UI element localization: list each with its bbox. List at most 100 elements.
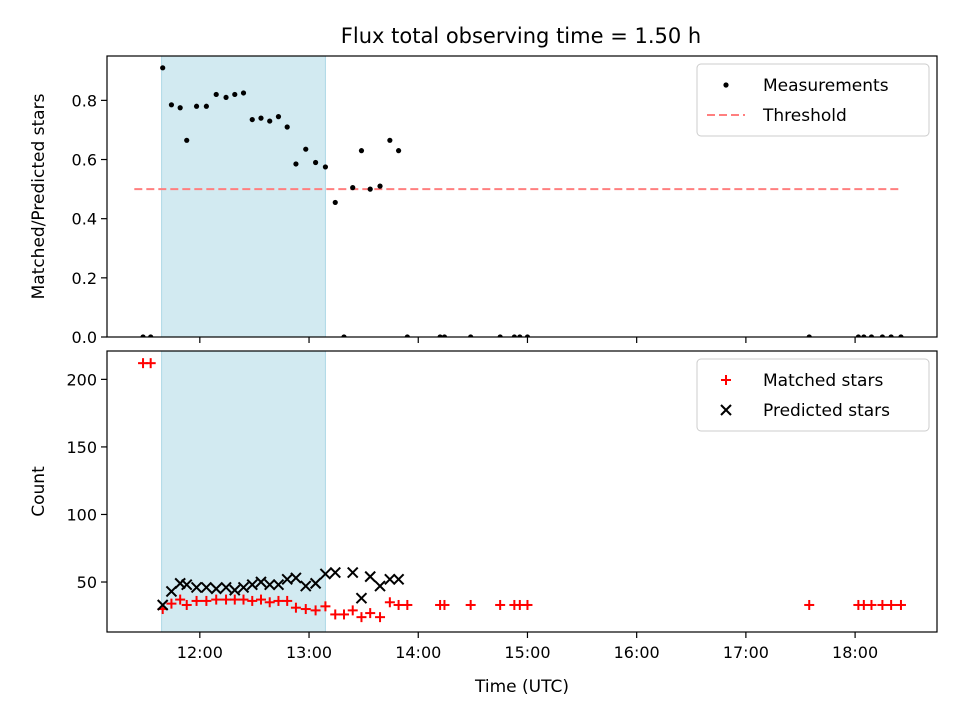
measurement-point <box>806 334 812 337</box>
predicted-star-d2 <box>384 573 396 586</box>
matched-star-point <box>211 594 222 605</box>
measurement-point <box>258 115 264 121</box>
predicted-star-point <box>210 583 222 595</box>
legend-label: Predicted stars <box>763 401 890 421</box>
y-tick-label: 200 <box>66 370 97 389</box>
measurement-point <box>193 103 200 109</box>
shaded-observing-span <box>161 56 326 337</box>
matched-star-point <box>238 594 249 605</box>
measurement-point <box>284 124 290 130</box>
y-tick-label: 150 <box>66 438 97 457</box>
axes-frame <box>106 350 938 633</box>
predicted-star-point <box>392 573 405 586</box>
measurement-point <box>497 334 503 337</box>
matched-star-point <box>175 594 186 605</box>
predicted-star-point <box>200 581 213 594</box>
x-tick-label: 13:00 <box>286 643 332 662</box>
matched-star-point <box>229 594 240 605</box>
predicted-star-d2 <box>319 568 332 580</box>
figure-title: Flux total observing time = 1.50 h <box>341 24 701 48</box>
predicted-star-point <box>281 573 293 586</box>
matched-star-point <box>201 595 212 606</box>
measurement-point <box>468 334 474 337</box>
legend-label: Matched stars <box>763 371 883 391</box>
matched-star-point <box>347 605 358 616</box>
predicted-star-point <box>229 584 241 596</box>
y-tick-label: 50 <box>77 573 97 592</box>
predicted-star-d2 <box>237 581 250 594</box>
measurement-point <box>275 114 282 120</box>
legend-box <box>696 358 930 432</box>
y-tick-label: 100 <box>66 505 97 524</box>
legend: Measurements Threshold <box>696 63 930 137</box>
measurement-point <box>232 91 238 98</box>
predicted-star-d2 <box>264 579 276 591</box>
matched-star-point <box>255 594 266 605</box>
measurement-point <box>184 137 190 143</box>
measurement-point <box>312 159 319 166</box>
predicted-star-d2 <box>364 570 376 583</box>
matched-star-point <box>866 599 877 610</box>
measurement-point <box>879 334 885 337</box>
matched-star-point <box>356 612 367 623</box>
predicted-star-d2 <box>392 573 405 586</box>
measurement-point <box>898 334 904 337</box>
x-tick-label: 17:00 <box>723 643 769 662</box>
predicted-star-point <box>364 570 376 583</box>
plot-area <box>138 351 906 632</box>
bottom-panel: 50 100 150 200 12:00 13:00 14:00 15:00 16:00 17:0… <box>29 350 938 697</box>
measurement-point <box>358 148 365 154</box>
predicted-star-point <box>220 581 232 594</box>
predicted-star-d2 <box>281 573 293 586</box>
predicted-star-d2 <box>290 572 302 584</box>
measurement-point <box>868 334 875 337</box>
predicted-star-d2 <box>200 581 213 594</box>
matched-star-point <box>300 604 311 615</box>
predicted-star-d2 <box>210 583 222 595</box>
matched-star-point <box>384 597 395 608</box>
measurement-point <box>441 334 448 337</box>
predicted-star-point <box>255 576 267 588</box>
matched-star-point <box>330 609 341 620</box>
matched-star-point <box>877 599 888 610</box>
predicted-star-d2 <box>309 577 322 590</box>
predicted-star-d2 <box>300 580 312 592</box>
matched-star-point <box>465 599 476 610</box>
matched-star-point <box>402 599 413 610</box>
y-tick-label: 0.6 <box>72 151 97 170</box>
predicted-star-d2 <box>156 599 169 611</box>
x-tick-label: 16:00 <box>614 643 660 662</box>
legend-label: Threshold <box>762 106 847 126</box>
legend-label: Measurements <box>763 76 889 96</box>
measurement-point <box>367 186 373 192</box>
matched-star-point <box>273 595 284 606</box>
measurement-point <box>524 334 531 337</box>
measurement-point <box>511 334 517 337</box>
predicted-star-d2 <box>190 581 203 594</box>
matched-star-point <box>181 599 192 610</box>
measurement-point <box>223 94 229 101</box>
predicted-star-point <box>237 581 250 594</box>
y-tick-label: 0.4 <box>72 210 97 229</box>
matched-star-point <box>282 595 293 606</box>
legend: Matched stars Predicted stars <box>696 358 930 432</box>
matched-star-point <box>264 597 275 608</box>
y-tick-label: 0.8 <box>72 91 97 110</box>
measurement-point <box>861 334 867 337</box>
y-tick-label: 0.0 <box>72 328 97 347</box>
matched-star-point <box>804 599 815 610</box>
predicted-star-point <box>300 580 312 592</box>
predicted-star-d2 <box>255 576 267 588</box>
predicted-star-point <box>246 579 258 591</box>
measurement-point <box>148 334 154 337</box>
matched-star-point <box>439 599 450 610</box>
measurement-point <box>168 102 175 108</box>
measurement-point <box>160 65 166 71</box>
matched-star-point <box>320 601 331 612</box>
predicted-star-point <box>156 599 169 611</box>
matched-star-point <box>365 608 376 619</box>
measurement-point <box>517 334 523 337</box>
measurement-point <box>293 161 299 167</box>
matched-star-point <box>886 599 897 610</box>
